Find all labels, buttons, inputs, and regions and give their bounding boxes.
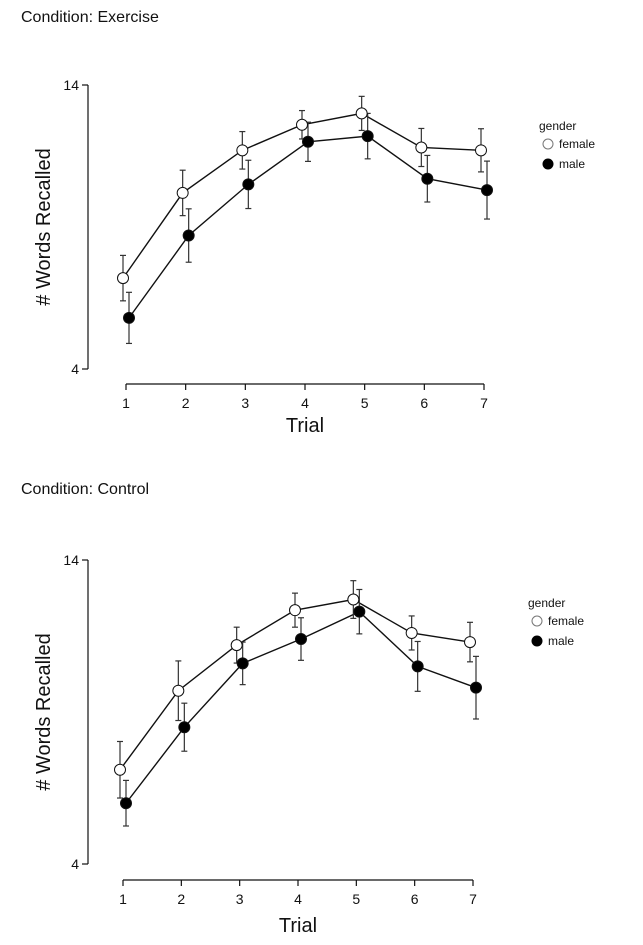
data-point-female <box>114 763 126 776</box>
legend-title: gender <box>528 596 565 610</box>
y-tick-label: 4 <box>71 856 79 872</box>
data-point-male <box>481 184 493 197</box>
data-point-male <box>353 605 366 618</box>
data-point-female <box>172 684 185 697</box>
x-tick-label: 1 <box>119 891 127 907</box>
data-point-female <box>355 107 368 120</box>
x-axis-label: Trial <box>279 915 317 937</box>
data-point-male <box>470 681 482 694</box>
data-point-male <box>123 311 135 324</box>
legend-label-female: female <box>548 614 584 628</box>
data-point-female <box>296 118 308 131</box>
data-point-male <box>295 633 307 646</box>
x-tick-label: 4 <box>301 395 309 411</box>
x-tick-label: 3 <box>236 891 244 907</box>
x-tick-label: 6 <box>420 395 428 411</box>
data-point-female <box>117 272 129 285</box>
panel-title: Condition: Control <box>21 481 150 498</box>
legend-label-female: female <box>559 137 595 151</box>
x-tick-label: 1 <box>122 395 130 411</box>
legend-marker-female <box>531 615 543 627</box>
x-tick-label: 7 <box>480 395 488 411</box>
y-tick-label: 4 <box>71 361 79 377</box>
data-point-male <box>120 797 132 810</box>
legend-marker-male <box>531 635 543 647</box>
legend-label-male: male <box>559 157 585 171</box>
data-point-male <box>421 172 434 185</box>
data-point-female <box>289 604 301 617</box>
legend-label-male: male <box>548 634 574 648</box>
x-tick-label: 2 <box>182 395 190 411</box>
data-point-female <box>415 141 428 154</box>
y-tick-label: 14 <box>63 77 79 93</box>
x-tick-label: 5 <box>361 395 369 411</box>
x-tick-label: 5 <box>352 891 360 907</box>
legend-marker-male <box>542 158 554 170</box>
legend-title: gender <box>539 119 576 133</box>
data-point-female <box>475 144 487 157</box>
x-tick-label: 4 <box>294 891 302 907</box>
data-point-female <box>236 144 249 157</box>
data-point-male <box>242 178 255 191</box>
panel-title: Condition: Exercise <box>21 9 159 26</box>
legend-marker-female <box>542 138 554 150</box>
data-point-male <box>178 721 191 734</box>
data-point-male <box>182 229 195 242</box>
y-axis-label: # Words Recalled <box>33 633 55 790</box>
data-point-female <box>230 639 243 652</box>
data-point-male <box>411 660 424 673</box>
exercise-panel: Condition: Exercise 4 14 # Words Recalled 1… <box>0 0 643 470</box>
y-axis-label: # Words Recalled <box>33 148 55 305</box>
x-axis-label: Trial <box>286 415 324 437</box>
x-tick-label: 6 <box>411 891 419 907</box>
y-tick-label: 14 <box>63 552 79 568</box>
data-point-male <box>361 130 374 143</box>
data-point-female <box>347 593 360 606</box>
exercise-chart: 4 14 # Words Recalled 1 2 3 4 5 6 7 Trial gender fem… <box>33 77 595 437</box>
data-point-female <box>464 636 476 649</box>
data-point-female <box>176 186 189 199</box>
x-tick-label: 3 <box>241 395 249 411</box>
x-tick-label: 2 <box>177 891 185 907</box>
data-point-female <box>405 626 418 639</box>
data-point-male <box>302 135 314 148</box>
x-tick-label: 7 <box>469 891 477 907</box>
data-point-male <box>236 657 249 670</box>
